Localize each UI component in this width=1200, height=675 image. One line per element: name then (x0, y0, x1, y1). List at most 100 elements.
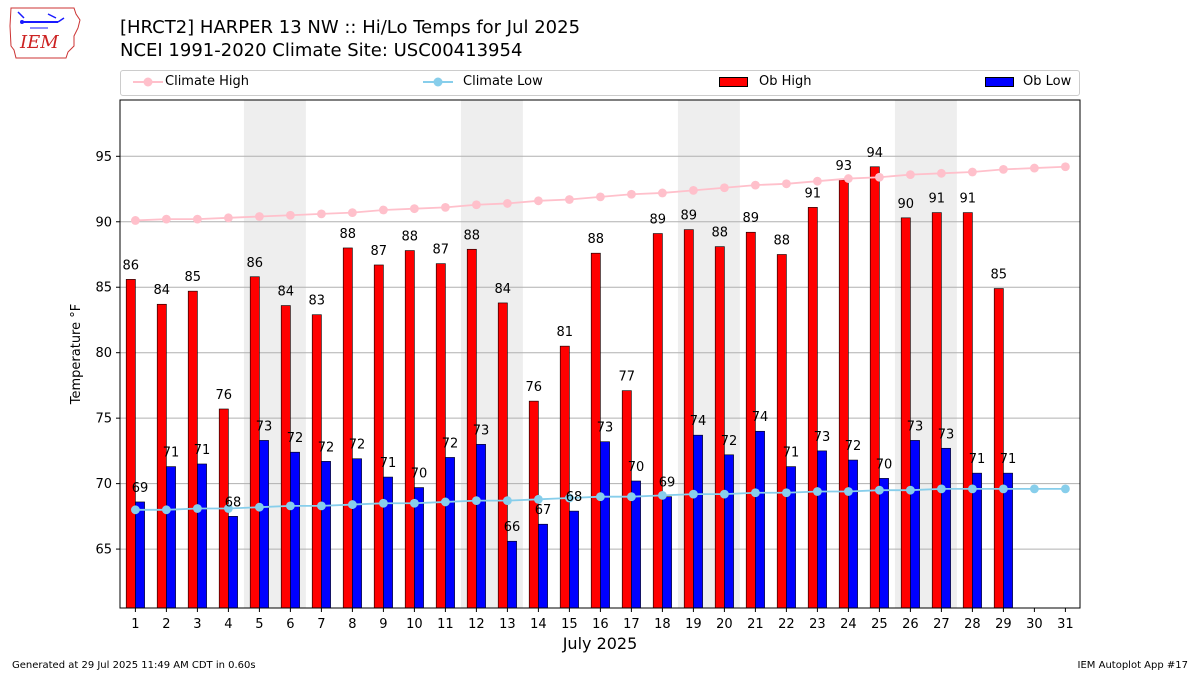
climate-low-point (348, 500, 357, 509)
ob-low-label: 66 (504, 520, 521, 535)
ob-low-bar (879, 478, 889, 609)
climate-high-point (565, 195, 574, 204)
ob-high-bar (280, 305, 291, 609)
ob-high-label: 88 (774, 233, 791, 248)
climate-low-point (813, 487, 822, 496)
x-tick-label: 26 (902, 617, 919, 632)
ob-high-bar (373, 264, 384, 609)
ob-low-label: 71 (380, 456, 397, 471)
ob-high-label: 77 (619, 370, 636, 385)
ob-low-label: 71 (1000, 452, 1017, 467)
ob-high-bar (962, 212, 973, 609)
ob-low-label: 74 (752, 410, 769, 425)
ob-high-label: 81 (557, 325, 574, 340)
climate-low-point (193, 504, 202, 513)
x-tick-label: 15 (561, 617, 578, 632)
climate-high-point (131, 216, 140, 225)
x-axis-label: July 2025 (562, 634, 638, 653)
ob-high-label: 86 (247, 256, 264, 271)
y-axis-label: Temperature °F (69, 304, 84, 405)
climate-high-point (317, 209, 326, 219)
climate-high-point (782, 179, 791, 189)
ob-high-bar (559, 345, 570, 609)
ob-low-label: 73 (473, 423, 490, 438)
legend-label: Ob Low (1023, 74, 1072, 89)
ob-high-label: 91 (960, 192, 977, 207)
ob-high-label: 84 (278, 285, 295, 300)
climate-low-point (658, 491, 667, 500)
climate-high-point (658, 188, 667, 198)
climate-high-point (875, 172, 884, 182)
ob-high-label: 89 (650, 213, 667, 228)
ob-high-bar (652, 233, 663, 609)
y-tick-label: 90 (95, 215, 112, 230)
ob-low-bar (507, 540, 517, 609)
climate-high-point (906, 170, 915, 180)
x-tick-label: 19 (685, 617, 702, 632)
x-tick-label: 30 (1026, 617, 1043, 632)
ob-low-bar (600, 441, 610, 609)
y-tick-label: 80 (95, 346, 112, 361)
climate-high-point (596, 192, 605, 202)
climate-low-point (1061, 484, 1070, 494)
ob-low-label: 72 (287, 431, 304, 446)
climate-low-point (441, 497, 450, 507)
ob-high-bar (900, 217, 911, 609)
climate-low-point (534, 494, 543, 504)
ob-high-label: 89 (743, 211, 760, 226)
ob-high-bar (714, 246, 725, 609)
ob-low-label: 73 (814, 430, 831, 445)
climate-low-point (596, 492, 605, 502)
climate-low-point (720, 489, 729, 499)
x-tick-label: 6 (286, 617, 294, 632)
climate-high-point (441, 202, 450, 212)
x-tick-label: 3 (193, 617, 201, 632)
ob-low-bar (166, 466, 176, 609)
climate-high-point (627, 189, 636, 199)
iowa-outline-icon (9, 7, 81, 59)
ob-low-bar (817, 450, 827, 609)
ob-high-bar (497, 302, 508, 609)
ob-low-label: 70 (876, 457, 893, 472)
ob-high-bar (931, 212, 942, 609)
x-tick-label: 2 (162, 617, 170, 632)
x-tick-label: 31 (1057, 617, 1074, 632)
x-tick-label: 4 (224, 617, 232, 632)
x-tick-label: 11 (437, 617, 454, 632)
climate-low-point (286, 501, 295, 511)
legend-line-marker-icon (423, 77, 453, 87)
ob-low-label: 72 (721, 434, 738, 449)
x-tick-label: 27 (933, 617, 950, 632)
ob-low-bar (321, 461, 331, 609)
climate-low-point (968, 484, 977, 494)
x-tick-label: 10 (406, 617, 423, 632)
ob-low-bar (538, 523, 548, 609)
climate-low-point (999, 484, 1008, 494)
climate-high-point (348, 208, 357, 217)
y-tick-label: 85 (95, 281, 112, 296)
ob-low-bar (941, 447, 951, 609)
app-credit: IEM Autoplot App #17 (1077, 660, 1188, 671)
climate-high-point (689, 185, 698, 195)
ob-low-bar (848, 459, 858, 609)
climate-low-point (937, 484, 946, 494)
ob-high-bar (404, 250, 415, 609)
ob-low-label: 70 (628, 460, 645, 475)
ob-low-label: 71 (969, 452, 986, 467)
y-tick-label: 65 (95, 543, 112, 558)
ob-low-bar (972, 472, 982, 609)
ob-low-label: 74 (690, 414, 707, 429)
ob-low-bar (259, 440, 269, 609)
ob-low-label: 73 (256, 419, 273, 434)
climate-high-point (472, 200, 481, 210)
climate-low-point (782, 488, 791, 498)
ob-high-label: 91 (929, 192, 946, 207)
x-tick-label: 16 (592, 617, 609, 632)
legend-label: Climate Low (463, 74, 543, 89)
ob-low-bar (693, 434, 703, 609)
climate-low-point (410, 498, 419, 508)
ob-low-label: 73 (597, 421, 614, 436)
x-tick-label: 1 (131, 617, 139, 632)
legend-swatch-blue-icon (985, 77, 1014, 87)
climate-high-point (844, 174, 853, 183)
